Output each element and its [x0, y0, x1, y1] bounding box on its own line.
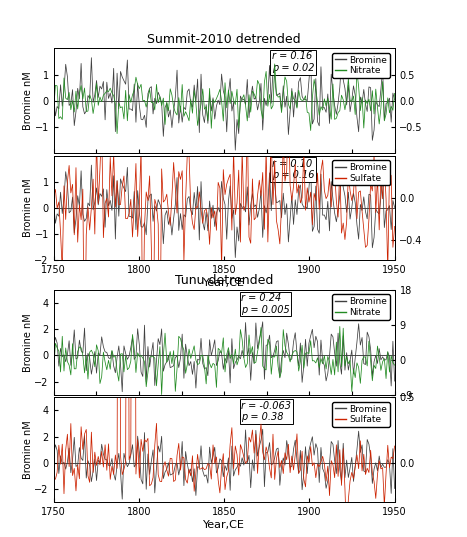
Y-axis label: Bromine nM: Bromine nM [23, 179, 33, 237]
Legend: Bromine, Nitrate: Bromine, Nitrate [333, 294, 390, 320]
Y-axis label: Bromine nM: Bromine nM [23, 313, 33, 372]
Text: r = -0.063
p = 0.38: r = -0.063 p = 0.38 [241, 401, 291, 422]
Y-axis label: Bromine nM: Bromine nM [23, 420, 33, 479]
Text: r = 0.16
p = 0.02: r = 0.16 p = 0.02 [272, 52, 314, 73]
Y-axis label: Bromine nM: Bromine nM [23, 71, 33, 130]
Text: r = 0.24
p = 0.005: r = 0.24 p = 0.005 [241, 293, 290, 315]
Legend: Bromine, Sulfate: Bromine, Sulfate [333, 160, 390, 185]
Legend: Bromine, Nitrate: Bromine, Nitrate [333, 53, 390, 78]
X-axis label: Year,CE: Year,CE [203, 520, 245, 529]
Text: r = 0.10
p = 0.16: r = 0.10 p = 0.16 [272, 159, 314, 180]
Legend: Bromine, Sulfate: Bromine, Sulfate [333, 402, 390, 427]
X-axis label: Year,CE: Year,CE [203, 278, 245, 288]
Title: Summit-2010 detrended: Summit-2010 detrended [148, 33, 301, 46]
Title: Tunu detrended: Tunu detrended [175, 274, 273, 287]
